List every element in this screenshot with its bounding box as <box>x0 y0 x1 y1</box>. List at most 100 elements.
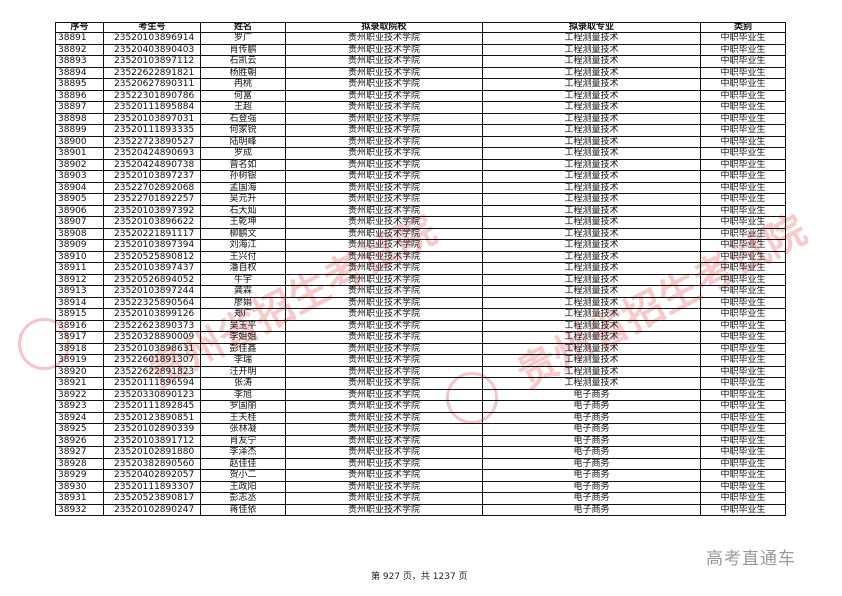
row-seq: 38929 <box>55 469 104 482</box>
row-exam-id: 23520103891712 <box>103 434 201 447</box>
row-major: 工程测量技术 <box>482 285 701 298</box>
row-major: 电子商务 <box>482 411 701 424</box>
row-seq: 38896 <box>55 89 104 102</box>
row-seq: 38910 <box>55 250 104 263</box>
row-seq: 38912 <box>55 273 104 286</box>
row-exam-id: 23520103896622 <box>103 216 201 229</box>
row-name: 潘自权 <box>200 262 286 275</box>
row-category: 中职毕业生 <box>700 365 786 378</box>
row-name: 王政阳 <box>200 480 286 493</box>
row-school: 贵州职业技术学院 <box>285 32 483 45</box>
row-major: 工程测量技术 <box>482 319 701 332</box>
row-major: 工程测量技术 <box>482 273 701 286</box>
header-exam-id: 考生号 <box>103 22 201 33</box>
row-major: 电子商务 <box>482 503 701 516</box>
row-category: 中职毕业生 <box>700 457 786 470</box>
row-category: 中职毕业生 <box>700 262 786 275</box>
table-row: 38921 23520111896594 张涛 贵州职业技术学院 工程测量技术 中职毕业生 <box>55 377 786 390</box>
row-major: 工程测量技术 <box>482 377 701 390</box>
table-row: 38909 23520103897394 刘海江 贵州职业技术学院 工程测量技术 中职毕业… <box>55 239 786 252</box>
row-school: 贵州职业技术学院 <box>285 503 483 516</box>
row-school: 贵州职业技术学院 <box>285 331 483 344</box>
row-school: 贵州职业技术学院 <box>285 354 483 367</box>
row-seq: 38923 <box>55 400 104 413</box>
row-name: 石登强 <box>200 112 286 125</box>
row-school: 贵州职业技术学院 <box>285 365 483 378</box>
row-major: 工程测量技术 <box>482 262 701 275</box>
row-category: 中职毕业生 <box>700 55 786 68</box>
row-school: 贵州职业技术学院 <box>285 101 483 114</box>
row-category: 中职毕业生 <box>700 216 786 229</box>
row-category: 中职毕业生 <box>700 308 786 321</box>
row-school: 贵州职业技术学院 <box>285 193 483 206</box>
row-category: 中职毕业生 <box>700 193 786 206</box>
row-seq: 38930 <box>55 480 104 493</box>
row-name: 蒋佳依 <box>200 503 286 516</box>
row-name: 郑广 <box>200 308 286 321</box>
table-row: 38922 23520330890123 李旭 贵州职业技术学院 电子商务 中职毕业生 <box>55 388 786 401</box>
row-exam-id: 23520102890339 <box>103 423 201 436</box>
table-row: 38897 23520111895884 王超 贵州职业技术学院 工程测量技术 中职毕业生 <box>55 101 786 114</box>
row-exam-id: 23520424890693 <box>103 147 201 160</box>
row-exam-id: 23520424890738 <box>103 158 201 171</box>
row-category: 中职毕业生 <box>700 423 786 436</box>
row-seq: 38917 <box>55 331 104 344</box>
table-row: 38916 23522623890373 吴玉平 贵州职业技术学院 工程测量技术 中职毕业… <box>55 319 786 332</box>
row-category: 中职毕业生 <box>700 124 786 137</box>
row-major: 工程测量技术 <box>482 43 701 56</box>
row-school: 贵州职业技术学院 <box>285 342 483 355</box>
row-seq: 38931 <box>55 492 104 505</box>
row-name: 龚霖 <box>200 285 286 298</box>
row-school: 贵州职业技术学院 <box>285 262 483 275</box>
row-major: 工程测量技术 <box>482 331 701 344</box>
row-exam-id: 23522622891823 <box>103 365 201 378</box>
table-row: 38915 23520103899126 郑广 贵州职业技术学院 工程测量技术 中职毕业生 <box>55 308 786 321</box>
table-row: 38920 23522622891823 汪开明 贵州职业技术学院 工程测量技术 中职毕业… <box>55 365 786 378</box>
table-row: 38905 23522701892257 吴元升 贵州职业技术学院 工程测量技术 中职毕业… <box>55 193 786 206</box>
row-name: 张涛 <box>200 377 286 390</box>
row-exam-id: 23520402892057 <box>103 469 201 482</box>
row-category: 中职毕业生 <box>700 411 786 424</box>
row-major: 电子商务 <box>482 469 701 482</box>
row-seq: 38909 <box>55 239 104 252</box>
row-seq: 38919 <box>55 354 104 367</box>
row-exam-id: 23520111893307 <box>103 480 201 493</box>
header-name: 姓名 <box>200 22 286 33</box>
row-exam-id: 23522622891821 <box>103 66 201 79</box>
table-row: 38892 23520403890403 肖传鹏 贵州职业技术学院 工程测量技术 中职毕业… <box>55 43 786 56</box>
row-major: 电子商务 <box>482 400 701 413</box>
row-seq: 38895 <box>55 78 104 91</box>
table-row: 38907 23520103896622 王乾坤 贵州职业技术学院 工程测量技术 中职毕业… <box>55 216 786 229</box>
table-row: 38912 23520526894052 牛宇 贵州职业技术学院 工程测量技术 中职毕业生 <box>55 273 786 286</box>
row-school: 贵州职业技术学院 <box>285 124 483 137</box>
table-row: 38925 23520102890339 张林凝 贵州职业技术学院 电子商务 中职毕业生 <box>55 423 786 436</box>
row-exam-id: 23520103897112 <box>103 55 201 68</box>
table-row: 38894 23522622891821 杨胜朝 贵州职业技术学院 工程测量技术 中职毕业… <box>55 66 786 79</box>
row-seq: 38922 <box>55 388 104 401</box>
row-exam-id: 23520123890851 <box>103 411 201 424</box>
row-name: 孙树银 <box>200 170 286 183</box>
row-name: 王兴付 <box>200 250 286 263</box>
row-category: 中职毕业生 <box>700 388 786 401</box>
row-name: 汪开明 <box>200 365 286 378</box>
row-major: 工程测量技术 <box>482 66 701 79</box>
row-category: 中职毕业生 <box>700 354 786 367</box>
row-major: 电子商务 <box>482 446 701 459</box>
row-major: 电子商务 <box>482 480 701 493</box>
row-seq: 38928 <box>55 457 104 470</box>
row-seq: 38900 <box>55 135 104 148</box>
row-category: 中职毕业生 <box>700 112 786 125</box>
table-row: 38893 23520103897112 石凯云 贵州职业技术学院 工程测量技术 中职毕业… <box>55 55 786 68</box>
row-name: 肖传鹏 <box>200 43 286 56</box>
row-exam-id: 23520403890403 <box>103 43 201 56</box>
row-seq: 38903 <box>55 170 104 183</box>
row-seq: 38926 <box>55 434 104 447</box>
row-major: 工程测量技术 <box>482 124 701 137</box>
row-major: 工程测量技术 <box>482 342 701 355</box>
row-category: 中职毕业生 <box>700 342 786 355</box>
row-exam-id: 23520382890560 <box>103 457 201 470</box>
row-major: 电子商务 <box>482 388 701 401</box>
row-major: 工程测量技术 <box>482 32 701 45</box>
row-exam-id: 23520103898631 <box>103 342 201 355</box>
row-exam-id: 23520103897031 <box>103 112 201 125</box>
